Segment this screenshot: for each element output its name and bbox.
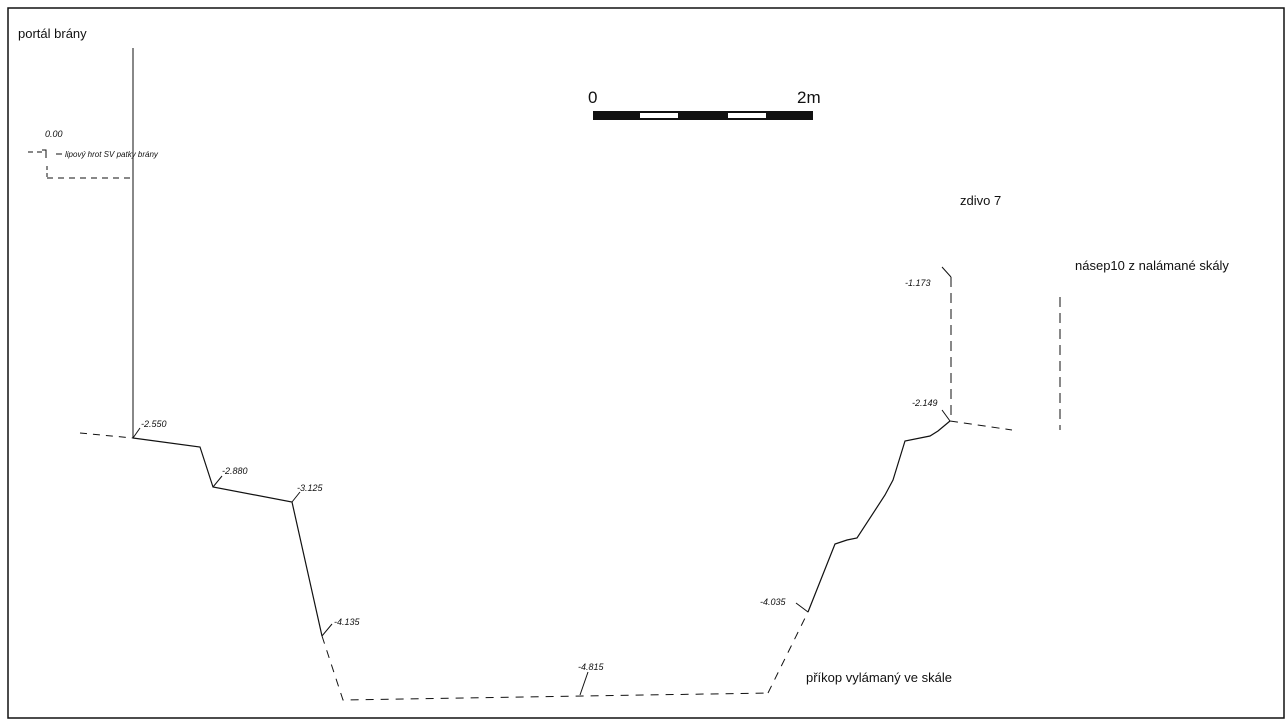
scale-bar-segment-white — [728, 113, 766, 118]
portal-label: portál brány — [18, 26, 87, 41]
reference-note: lipový hrot SV patky brány — [65, 150, 159, 159]
fill-label: násep10 z nalámané skály — [1075, 258, 1229, 273]
moat-bottom-dashed — [321, 635, 769, 701]
elevation-marker: -4.815 — [578, 662, 605, 696]
right-slope-profile — [807, 420, 951, 613]
reference-point: 0.00 lipový hrot SV patky brány — [28, 129, 159, 179]
elevation-label: -4.035 — [760, 597, 787, 607]
elevation-marker: -2.880 — [212, 466, 248, 488]
elevation-marker: -1.173 — [905, 266, 952, 288]
scale-end-label: 2m — [797, 88, 821, 107]
elevation-label: -3.125 — [297, 483, 324, 493]
scale-start-label: 0 — [588, 88, 597, 107]
elevation-label: -2.149 — [912, 398, 938, 408]
elevation-label: -1.173 — [905, 278, 931, 288]
scale-bar: 0 2m — [588, 88, 821, 120]
elevation-ref: 0.00 — [45, 129, 63, 139]
elevation-marker: -3.125 — [291, 483, 324, 503]
moat-label: příkop vylámaný ve skále — [806, 670, 952, 685]
wall-label: zdivo 7 — [960, 193, 1001, 208]
elevation-marker: -2.550 — [132, 419, 167, 439]
scale-bar-outline — [593, 111, 813, 120]
left-ground-dashed — [79, 432, 134, 439]
elevation-label: -4.135 — [334, 617, 361, 627]
right-ground-dashed — [949, 420, 1013, 431]
scale-bar-segment-white — [640, 113, 678, 118]
elevation-marker: -2.149 — [912, 398, 951, 422]
right-slope-dashed — [767, 611, 809, 694]
drawing-border — [7, 7, 1285, 719]
elevation-label: -2.880 — [222, 466, 248, 476]
elevation-label: -2.550 — [141, 419, 167, 429]
elevation-marker: -4.035 — [760, 597, 809, 613]
elevation-marker: -4.135 — [321, 617, 361, 637]
elevation-label: -4.815 — [578, 662, 605, 672]
